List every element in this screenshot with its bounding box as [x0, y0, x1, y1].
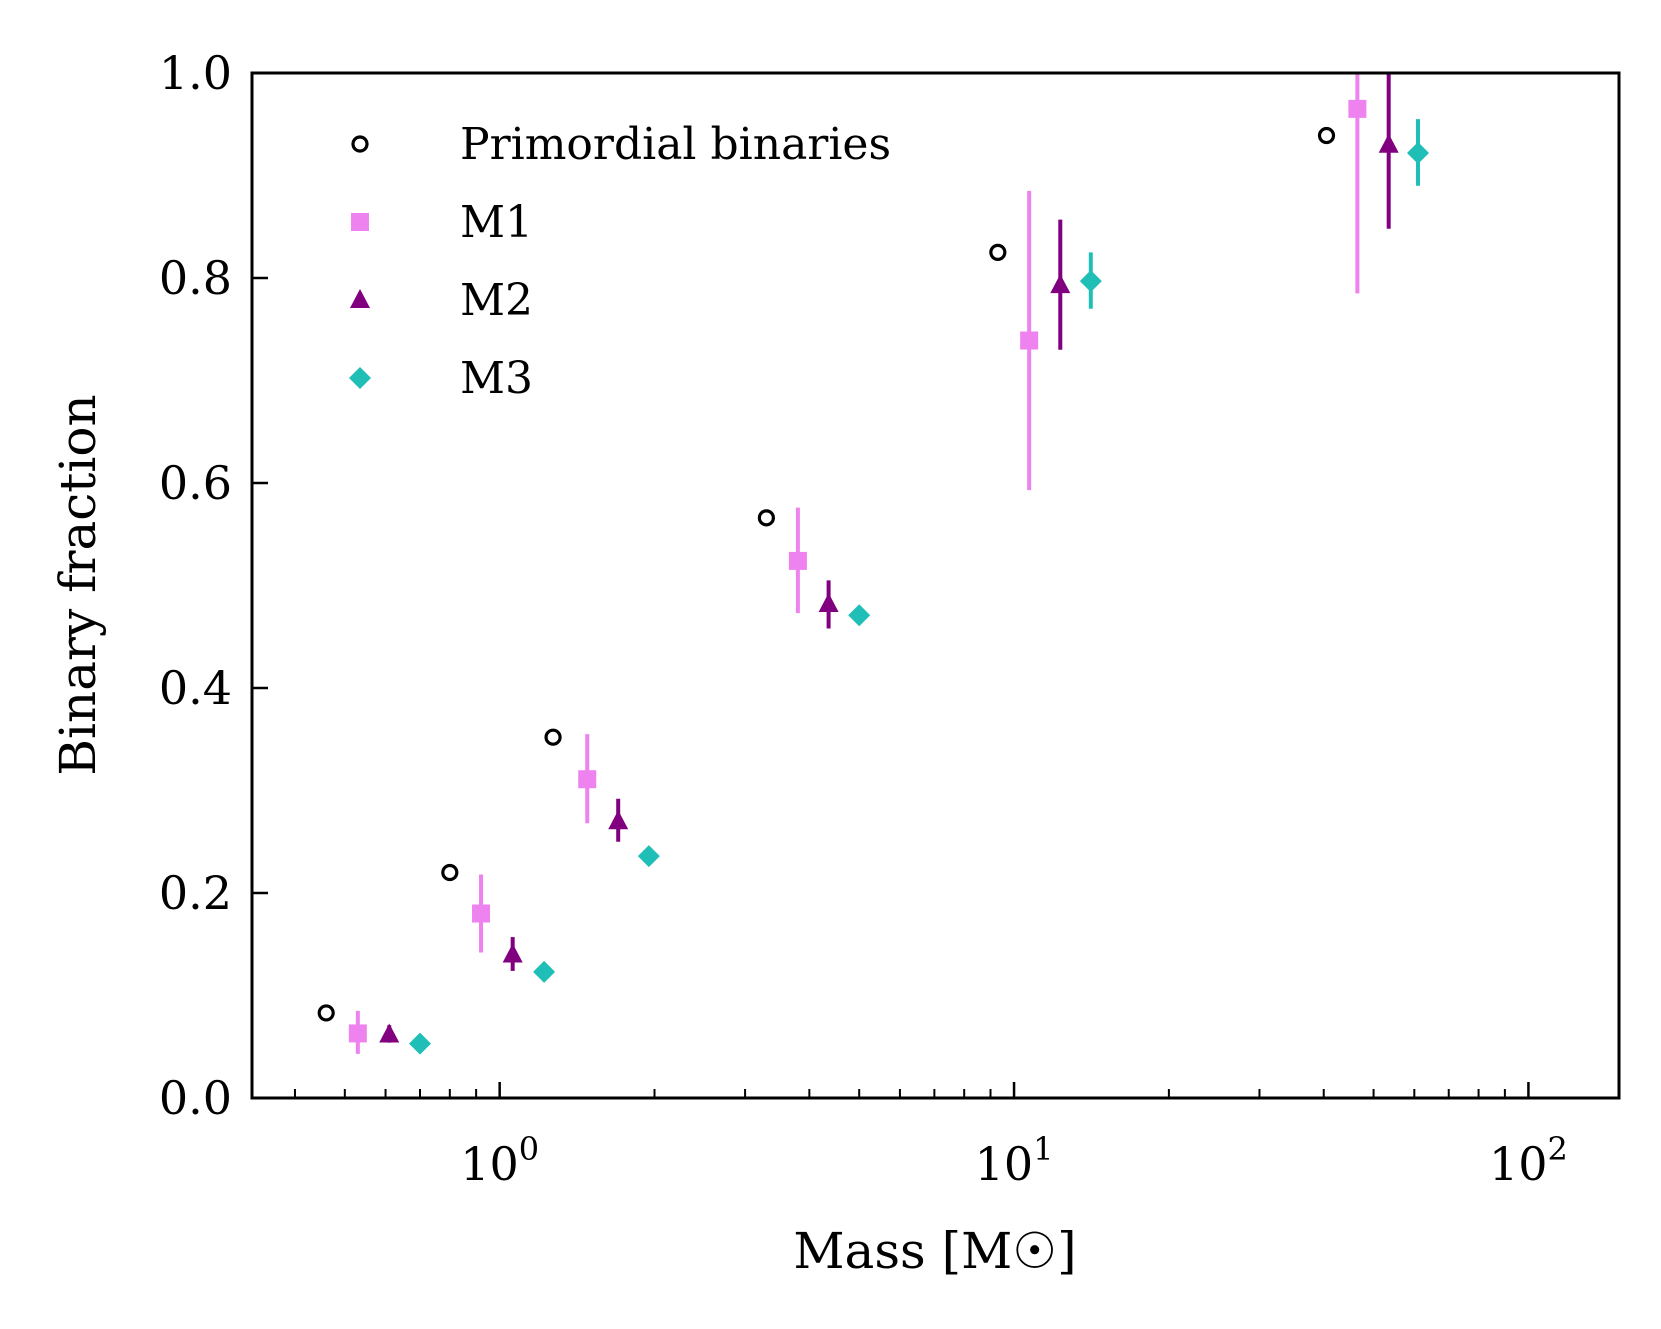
- data-point-m3: [1407, 141, 1430, 164]
- data-point-m3: [848, 604, 871, 627]
- y-tick-label: 0.2: [159, 866, 232, 920]
- plot-frame: [250, 71, 1621, 1100]
- data-point-primordial-binaries: [544, 728, 562, 746]
- data-point-m1: [348, 1024, 367, 1043]
- legend-label: M2: [460, 275, 533, 326]
- x-tick-label: 102: [1489, 1130, 1568, 1191]
- data-point-primordial-binaries: [317, 1004, 335, 1022]
- y-tick-label: 1.0: [159, 46, 232, 100]
- series-m2: [379, 73, 1399, 1043]
- data-point-primordial-binaries: [989, 243, 1007, 261]
- data-point-m1: [788, 551, 807, 570]
- y-tick-label: 0.0: [159, 1071, 232, 1125]
- legend-label: M3: [460, 353, 533, 404]
- data-point-m3: [533, 960, 556, 983]
- data-point-m2: [502, 943, 523, 963]
- data-point-m1: [472, 904, 491, 923]
- data-point-m2: [608, 810, 629, 830]
- data-point-m1: [1348, 99, 1367, 118]
- legend-marker: [350, 289, 370, 308]
- data-point-m2: [379, 1023, 400, 1043]
- y-tick-label: 0.8: [159, 251, 232, 305]
- data-point-m1: [578, 770, 597, 789]
- legend-marker: [351, 135, 369, 153]
- data-point-m2: [1378, 133, 1399, 153]
- legend-item: M3: [349, 353, 533, 404]
- data-point-primordial-binaries: [1317, 126, 1336, 145]
- data-point-m3: [1079, 270, 1102, 293]
- series-m1: [348, 73, 1367, 1054]
- legend-marker: [351, 213, 369, 231]
- data-point-m3: [637, 845, 660, 868]
- data-point-m1: [1020, 331, 1039, 350]
- y-axis: 0.0 0.2 0.4 0.6 0.8 1.0: [159, 46, 268, 1125]
- series-m3: [408, 119, 1430, 1055]
- data-point-primordial-binaries: [441, 863, 459, 882]
- data-layer: [317, 73, 1430, 1055]
- x-axis-label: Mass [M☉]: [793, 1222, 1076, 1280]
- legend-label: M1: [460, 197, 533, 248]
- legend-item: Primordial binaries: [351, 119, 891, 170]
- legend-label: Primordial binaries: [460, 119, 891, 170]
- y-axis-label: Binary fraction: [49, 394, 107, 775]
- x-tick-label: 101: [975, 1130, 1054, 1191]
- x-tick-label: 100: [460, 1130, 539, 1191]
- legend-item: M2: [350, 275, 533, 326]
- legend-item: M1: [351, 197, 533, 248]
- data-point-primordial-binaries: [757, 509, 775, 527]
- data-point-m2: [1050, 274, 1071, 294]
- data-point-m2: [818, 592, 839, 612]
- x-axis: 100 101 102: [293, 1082, 1568, 1191]
- series-primordial-binaries: [317, 126, 1336, 1022]
- legend: Primordial binaries M1 M2 M3: [349, 119, 891, 404]
- data-point-m3: [408, 1032, 431, 1055]
- y-tick-label: 0.6: [159, 456, 232, 510]
- legend-marker: [349, 367, 371, 389]
- y-tick-label: 0.4: [159, 661, 232, 715]
